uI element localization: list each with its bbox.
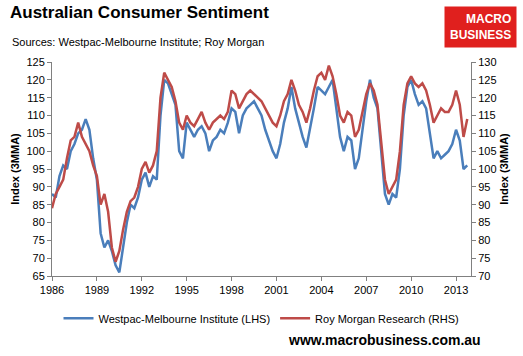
- svg-text:Index (3MMA): Index (3MMA): [498, 133, 510, 205]
- svg-text:Roy Morgan Research (RHS): Roy Morgan Research (RHS): [315, 313, 459, 325]
- svg-text:75: 75: [33, 234, 45, 246]
- svg-text:95: 95: [478, 181, 490, 193]
- svg-text:80: 80: [33, 216, 45, 228]
- svg-text:Westpac-Melbourne Institute (L: Westpac-Melbourne Institute (LHS): [99, 313, 271, 325]
- svg-text:Sources: Westpac-Melbourne Ins: Sources: Westpac-Melbourne Institute; Ro…: [12, 36, 264, 48]
- svg-text:2010: 2010: [399, 284, 423, 296]
- svg-text:70: 70: [33, 252, 45, 264]
- svg-text:2001: 2001: [264, 284, 288, 296]
- svg-text:90: 90: [478, 199, 490, 211]
- svg-text:115: 115: [27, 92, 45, 104]
- svg-text:75: 75: [478, 252, 490, 264]
- svg-text:2007: 2007: [354, 284, 378, 296]
- svg-text:Australian Consumer Sentiment: Australian Consumer Sentiment: [10, 3, 269, 22]
- svg-text:105: 105: [478, 145, 496, 157]
- svg-text:85: 85: [478, 216, 490, 228]
- svg-text:110: 110: [478, 127, 496, 139]
- svg-text:1989: 1989: [85, 284, 109, 296]
- svg-text:2004: 2004: [309, 284, 333, 296]
- svg-text:125: 125: [478, 74, 496, 86]
- svg-text:125: 125: [26, 56, 44, 68]
- svg-text:120: 120: [26, 74, 44, 86]
- svg-text:2013: 2013: [444, 284, 468, 296]
- svg-text:130: 130: [478, 56, 496, 68]
- svg-text:100: 100: [478, 163, 496, 175]
- svg-text:115: 115: [478, 109, 496, 121]
- svg-text:80: 80: [478, 234, 490, 246]
- svg-text:100: 100: [26, 145, 44, 157]
- svg-text:1998: 1998: [219, 284, 243, 296]
- svg-text:65: 65: [33, 270, 45, 282]
- svg-text:120: 120: [478, 92, 496, 104]
- svg-text:70: 70: [478, 270, 490, 282]
- svg-text:110: 110: [27, 109, 45, 121]
- svg-text:1986: 1986: [40, 284, 64, 296]
- svg-text:1995: 1995: [174, 284, 198, 296]
- svg-text:Index (3MMA): Index (3MMA): [9, 133, 21, 205]
- svg-text:90: 90: [33, 181, 45, 193]
- svg-text:1992: 1992: [130, 284, 154, 296]
- svg-text:85: 85: [33, 199, 45, 211]
- svg-text:MACROBUSINESS: MACROBUSINESS: [450, 12, 511, 42]
- svg-text:95: 95: [33, 163, 45, 175]
- svg-text:www.macrobusiness.com.au: www.macrobusiness.com.au: [288, 332, 481, 348]
- svg-text:105: 105: [26, 127, 44, 139]
